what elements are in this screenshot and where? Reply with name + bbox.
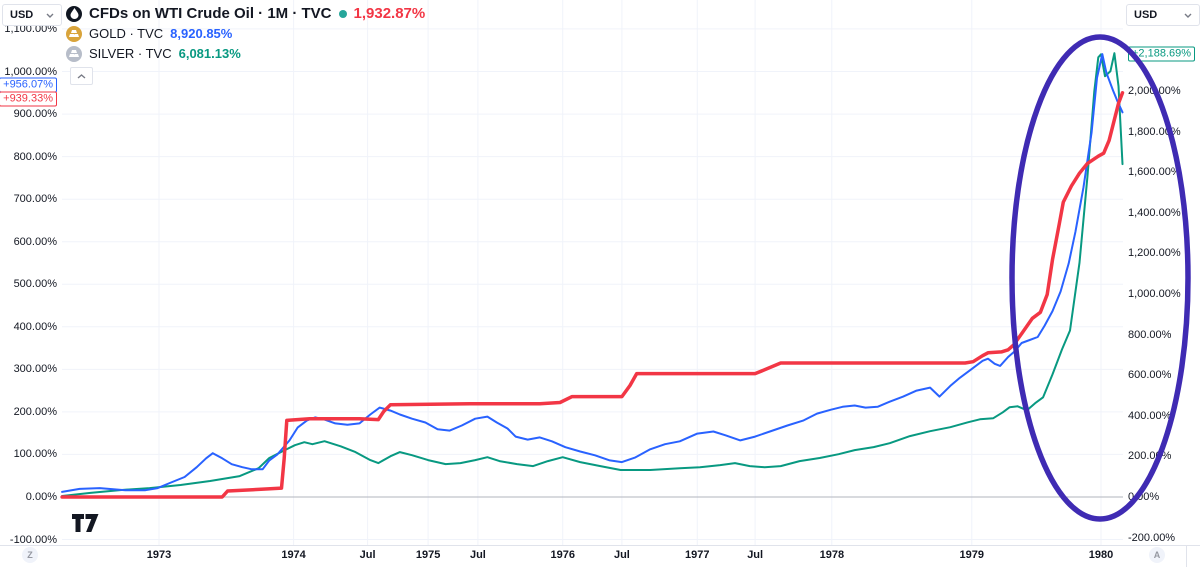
time-axis-label: 1977: [685, 549, 710, 561]
left-currency-label: USD: [10, 9, 34, 21]
time-axis-label: 1978: [819, 549, 845, 561]
right-axis-label: -200.00%: [1128, 531, 1176, 544]
legend-row-gold[interactable]: GOLD · TVC 8,920.85%: [66, 24, 425, 43]
time-axis-label: Jul: [613, 549, 630, 561]
legend-symbol-title: CFDs on WTI Crude Oil · 1M · TVC: [89, 5, 332, 22]
price-badge: +2,188.69%: [1128, 46, 1196, 62]
chevron-down-icon: [1184, 13, 1192, 18]
right-axis-label: 2,000.00%: [1128, 85, 1181, 97]
timezone-button[interactable]: Z: [22, 547, 38, 563]
right-axis-label: 800.00%: [1128, 328, 1172, 341]
time-axis-label: Jul: [747, 549, 764, 561]
left-price-axis[interactable]: 1,100.00% 1,000.00% 900.00% 800.00% 700.00% 6…: [0, 0, 58, 546]
legend-row-silver[interactable]: SILVER · TVC 6,081.13%: [66, 44, 425, 63]
time-axis-label: Jul: [359, 549, 376, 561]
right-axis-label: 400.00%: [1128, 409, 1172, 422]
left-axis-label: 1,000.00%: [4, 65, 57, 78]
time-axis-label: 1979: [959, 549, 985, 561]
legend-symbol-title: GOLD · TVC: [89, 26, 164, 41]
right-axis-label: 200.00%: [1128, 450, 1172, 463]
left-axis-label: 600.00%: [13, 235, 57, 248]
right-currency-selector[interactable]: USD: [1126, 4, 1200, 26]
series-silver-line: [61, 52, 1124, 497]
right-axis-label: 600.00%: [1128, 369, 1172, 382]
legend-symbol-value: 8,920.85%: [170, 26, 233, 41]
series-marker-dot: [338, 9, 347, 18]
left-axis-label: 200.00%: [13, 405, 57, 418]
right-axis-label: 1,200.00%: [1128, 247, 1181, 260]
left-axis-label: 700.00%: [13, 193, 57, 206]
left-axis-label: 0.00%: [25, 491, 57, 503]
tradingview-logo[interactable]: [72, 514, 99, 537]
series-wti-line: [60, 91, 1125, 499]
left-axis-label: -100.00%: [9, 533, 57, 546]
legend-symbol-title: SILVER · TVC: [89, 46, 172, 61]
right-currency-label: USD: [1134, 9, 1158, 21]
left-axis-label: 100.00%: [13, 448, 57, 461]
legend-collapse-button[interactable]: [70, 67, 93, 85]
left-axis-label: 500.00%: [13, 278, 57, 291]
left-axis-label: 800.00%: [13, 150, 57, 163]
left-currency-selector[interactable]: USD: [2, 4, 62, 26]
silver-bars-icon: [66, 45, 82, 62]
right-axis-label: 0.00%: [1128, 491, 1160, 503]
time-axis-separator: [1186, 545, 1187, 567]
legend-symbol-value: 1,932.87%: [353, 5, 426, 22]
time-axis-label: 1973: [146, 549, 172, 561]
time-axis-label: 1974: [281, 549, 306, 561]
legend: CFDs on WTI Crude Oil · 1M · TVC 1,932.8…: [66, 4, 425, 85]
legend-symbol-value: 6,081.13%: [178, 46, 241, 61]
right-price-axis[interactable]: 2,000.00% 1,800.00% 1,600.00% 1,400.00% 1,20…: [1128, 0, 1200, 545]
right-axis-label: 1,000.00%: [1128, 288, 1181, 300]
series-gold-line: [61, 53, 1124, 493]
right-axis-label: 1,800.00%: [1128, 125, 1181, 138]
time-axis[interactable]: 1973 1974 Jul 1975 Jul 1976 Jul 1977 Jul 1978 1979…: [0, 545, 1200, 567]
chevron-up-icon: [77, 73, 86, 79]
oil-drop-icon: [66, 5, 82, 22]
time-axis-label: 1980: [1088, 549, 1114, 561]
left-axis-label: 300.00%: [13, 363, 57, 376]
right-axis-label: 1,600.00%: [1128, 166, 1181, 179]
gold-bars-icon: [66, 25, 82, 42]
left-axis-label: 900.00%: [13, 108, 57, 121]
price-badge: +956.07%: [0, 77, 57, 93]
time-axis-label: Jul: [469, 549, 486, 561]
legend-row-wti[interactable]: CFDs on WTI Crude Oil · 1M · TVC 1,932.8…: [66, 4, 425, 23]
autoscale-button[interactable]: A: [1149, 547, 1165, 563]
time-axis-label: 1975: [415, 549, 441, 561]
price-badge: +939.33%: [0, 91, 57, 107]
left-axis-label: 400.00%: [13, 320, 57, 333]
chevron-down-icon: [46, 13, 54, 18]
time-axis-label: 1976: [550, 549, 575, 561]
right-axis-label: 1,400.00%: [1128, 206, 1181, 219]
